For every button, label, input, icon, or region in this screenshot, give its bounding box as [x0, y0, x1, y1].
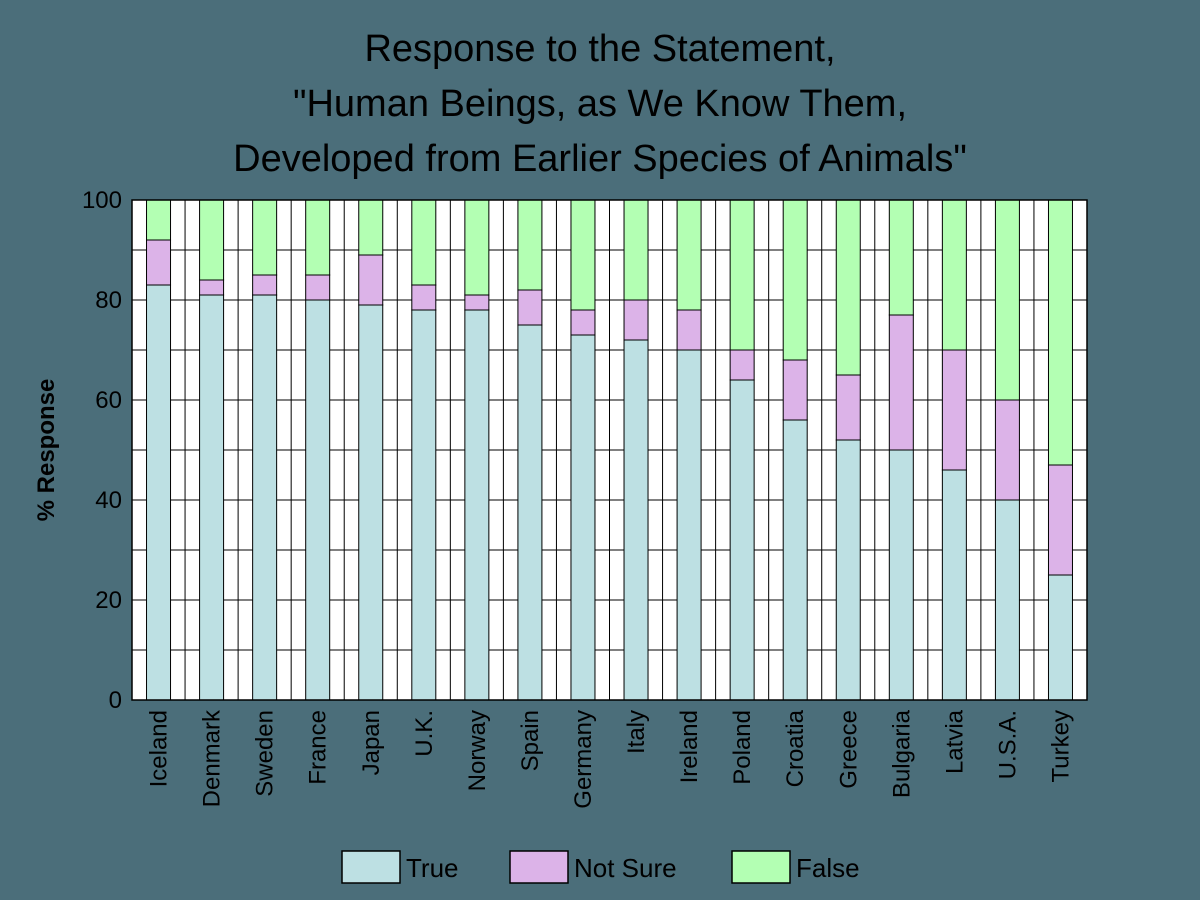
bar-segment-true [729, 379, 755, 701]
bar-segment-not-sure [888, 314, 914, 451]
plot-border [131, 199, 1088, 701]
bar-segment-false [517, 199, 543, 291]
y-axis-label: % Response [33, 379, 60, 522]
bar-segment-not-sure [305, 274, 331, 301]
bar-segment-true [411, 309, 437, 701]
legend-swatch-true [341, 850, 401, 884]
x-tick-label: Turkey [1047, 710, 1074, 782]
bar-segment-not-sure [994, 399, 1020, 501]
bar-segment-false [1047, 199, 1073, 466]
bar-segment-false [252, 199, 278, 276]
bar-segment-not-sure [252, 274, 278, 296]
bar-segment-true [517, 324, 543, 701]
x-tick-label: Norway [464, 710, 491, 791]
bar-segment-not-sure [729, 349, 755, 381]
bar-segment-false [623, 199, 649, 301]
bar-segment-false [941, 199, 967, 351]
bar-segment-not-sure [199, 279, 225, 296]
x-tick-label: U.S.A. [994, 710, 1021, 779]
bar-segment-false [464, 199, 490, 296]
x-tick-label: U.K. [411, 710, 438, 757]
gridlines [132, 200, 1087, 700]
legend-swatch-not-sure [509, 850, 569, 884]
bar-segment-true [199, 294, 225, 701]
x-tick-label: Germany [570, 710, 597, 809]
bar-segment-true [464, 309, 490, 701]
bar-segment-true [941, 469, 967, 701]
bar-segment-not-sure [464, 294, 490, 311]
bar-segment-not-sure [782, 359, 808, 421]
x-tick-label: France [305, 710, 332, 785]
bar-segment-not-sure [676, 309, 702, 351]
bar-segment-false [570, 199, 596, 311]
bar-segment-false [782, 199, 808, 361]
chart-title-line-1: Response to the Statement, [364, 28, 836, 70]
x-tick-label: Sweden [252, 710, 279, 797]
bar-segment-false [305, 199, 331, 276]
bar-segment-not-sure [146, 239, 172, 286]
bar-segment-true [358, 304, 384, 701]
bar-segment-true [835, 439, 861, 701]
bar-segment-not-sure [623, 299, 649, 341]
bar-segment-false [199, 199, 225, 281]
bar-segment-false [676, 199, 702, 311]
bar-segment-not-sure [1047, 464, 1073, 576]
x-tick-label: Ireland [676, 710, 703, 783]
x-tick-label: Bulgaria [888, 709, 915, 798]
x-tick-label: Poland [729, 710, 756, 785]
y-tick-label: 0 [109, 687, 122, 714]
y-axis-ticks: 0 20 40 60 80 100 [82, 187, 122, 714]
x-tick-label: Iceland [146, 710, 173, 787]
legend-label-true: True [406, 853, 459, 883]
bar-segment-not-sure [411, 284, 437, 311]
bar-segment-true [994, 499, 1020, 701]
y-tick-label: 100 [82, 187, 122, 214]
bar-segment-true [252, 294, 278, 701]
bar-segment-not-sure [517, 289, 543, 326]
bar-segment-true [570, 334, 596, 701]
bar-segment-not-sure [358, 254, 384, 306]
bar-segment-true [782, 419, 808, 701]
chart-title-line-3: Developed from Earlier Species of Animal… [233, 138, 967, 180]
bar-segment-false [729, 199, 755, 351]
bars [146, 199, 1073, 701]
x-tick-label: Latvia [941, 709, 968, 774]
bar-segment-false [411, 199, 437, 286]
bar-segment-true [888, 449, 914, 701]
legend-swatch-false [731, 850, 791, 884]
bar-segment-false [888, 199, 914, 316]
bar-segment-true [146, 284, 172, 701]
bar-segment-true [1047, 574, 1073, 701]
legend-label-not-sure: Not Sure [574, 853, 677, 883]
bar-segment-not-sure [570, 309, 596, 336]
bar-segment-true [305, 299, 331, 701]
bar-segment-not-sure [835, 374, 861, 441]
x-tick-label: Spain [517, 710, 544, 771]
bar-segment-false [994, 199, 1020, 401]
y-tick-label: 20 [95, 587, 122, 614]
legend: True Not Sure False [341, 850, 860, 884]
chart-title: Response to the Statement, "Human Beings… [0, 22, 1200, 187]
bar-segment-true [676, 349, 702, 701]
bar-segment-false [358, 199, 384, 256]
x-tick-label: Greece [835, 710, 862, 789]
y-tick-label: 60 [95, 387, 122, 414]
x-tick-label: Denmark [199, 709, 226, 807]
x-tick-label: Italy [623, 710, 650, 754]
bar-segment-not-sure [941, 349, 967, 471]
bar-segment-false [146, 199, 172, 241]
chart-title-line-2: "Human Beings, as We Know Them, [292, 83, 908, 125]
y-tick-label: 80 [95, 287, 122, 314]
legend-label-false: False [796, 853, 860, 883]
bar-segment-true [623, 339, 649, 701]
x-tick-label: Japan [358, 710, 385, 775]
x-tick-label: Croatia [782, 709, 809, 787]
bar-segment-false [835, 199, 861, 376]
y-tick-label: 40 [95, 487, 122, 514]
x-axis-labels: Iceland Denmark Sweden France Japan U.K. Norwa… [146, 709, 1075, 809]
